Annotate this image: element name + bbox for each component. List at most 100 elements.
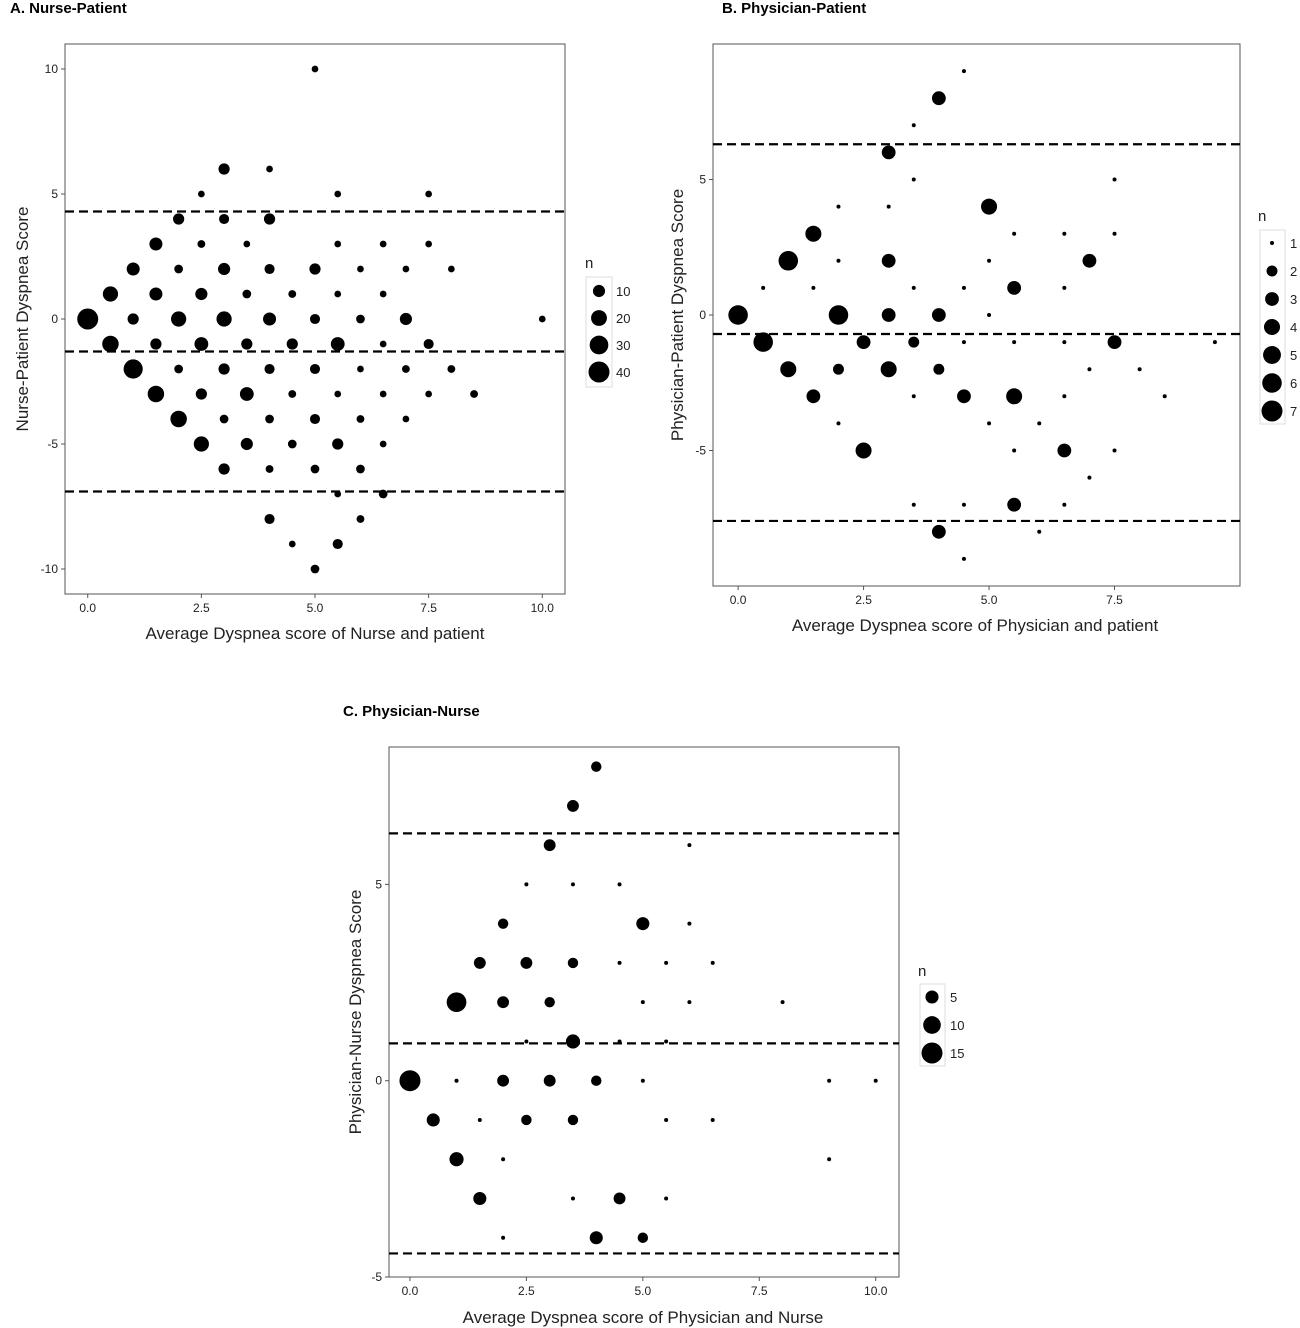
legend-key-circle bbox=[588, 361, 610, 383]
legend-key-circle bbox=[1263, 318, 1281, 336]
data-point bbox=[827, 1157, 832, 1162]
panel-b-ticks: 0.0 2.5 5.0 7.5 -5 0 5 bbox=[695, 173, 1123, 608]
panel-a-points bbox=[77, 65, 546, 574]
data-point bbox=[473, 1191, 487, 1206]
legend-key-label: 30 bbox=[616, 338, 630, 353]
data-point bbox=[356, 464, 365, 474]
data-point bbox=[617, 1039, 622, 1044]
data-point bbox=[309, 263, 321, 275]
panel-a-y-axis-label: Nurse-Patient Dyspnea Score bbox=[13, 207, 32, 432]
y-tick-label: -5 bbox=[695, 444, 706, 458]
data-point bbox=[855, 442, 872, 459]
data-point bbox=[538, 315, 546, 323]
data-point bbox=[637, 1232, 649, 1243]
data-point bbox=[1062, 231, 1067, 236]
legend-key-label: 2 bbox=[1290, 264, 1297, 279]
panel-b-legend-title: n bbox=[1258, 208, 1266, 225]
data-point bbox=[446, 992, 467, 1013]
data-point bbox=[501, 1235, 506, 1240]
data-point bbox=[198, 190, 205, 198]
panel-c-legend: n 5 10 15 bbox=[918, 963, 964, 1067]
data-point bbox=[265, 414, 274, 424]
data-point bbox=[1007, 497, 1022, 512]
data-point bbox=[1037, 421, 1042, 426]
data-point bbox=[426, 1113, 440, 1127]
data-point bbox=[127, 313, 139, 325]
panel-c-legend-title: n bbox=[918, 963, 926, 980]
data-point bbox=[332, 538, 343, 550]
data-point bbox=[881, 308, 896, 322]
data-point bbox=[243, 240, 251, 248]
data-point bbox=[664, 960, 669, 965]
data-point bbox=[263, 213, 276, 225]
data-point bbox=[1012, 231, 1017, 236]
data-point bbox=[473, 956, 486, 969]
data-point bbox=[170, 410, 187, 428]
data-point bbox=[219, 414, 229, 424]
data-point bbox=[264, 363, 275, 375]
data-point bbox=[195, 388, 207, 400]
data-point bbox=[1107, 335, 1122, 350]
panel-a-x-axis-label: Average Dyspnea score of Nurse and patie… bbox=[146, 624, 485, 643]
panel-b-plot-area bbox=[712, 43, 1241, 587]
data-point bbox=[961, 69, 966, 74]
y-tick-label: 0 bbox=[699, 308, 706, 322]
legend-key-circle bbox=[1261, 400, 1283, 422]
x-tick-label: 2.5 bbox=[193, 601, 210, 615]
data-point bbox=[931, 91, 946, 106]
data-point bbox=[1057, 443, 1072, 458]
data-point bbox=[497, 1074, 510, 1087]
panel-b-x-axis-label: Average Dyspnea score of Physician and p… bbox=[792, 616, 1159, 635]
data-point bbox=[886, 204, 891, 209]
data-point bbox=[449, 1152, 464, 1167]
data-point bbox=[356, 415, 365, 423]
data-point bbox=[710, 960, 715, 965]
data-point bbox=[520, 956, 533, 969]
data-point bbox=[334, 490, 342, 498]
data-point bbox=[761, 285, 766, 290]
data-point bbox=[193, 436, 209, 452]
data-point bbox=[778, 251, 799, 271]
data-point bbox=[286, 338, 298, 350]
data-point bbox=[957, 389, 971, 404]
data-point bbox=[591, 1075, 602, 1086]
legend-key-label: 3 bbox=[1290, 292, 1297, 307]
data-point bbox=[664, 1039, 669, 1044]
data-point bbox=[497, 918, 509, 929]
data-point bbox=[1007, 280, 1022, 295]
legend-key-circle bbox=[923, 1016, 941, 1034]
data-point bbox=[330, 337, 345, 351]
panel-c-reference-lines bbox=[389, 832, 899, 1255]
data-point bbox=[239, 387, 254, 401]
x-tick-label: 2.5 bbox=[855, 593, 872, 607]
data-point bbox=[497, 996, 510, 1009]
panel-c-points bbox=[399, 761, 878, 1245]
data-point bbox=[309, 313, 321, 325]
panel-c-plot-area bbox=[388, 746, 900, 1278]
data-point bbox=[287, 439, 297, 449]
x-tick-label: 5.0 bbox=[307, 601, 324, 615]
legend-key-label: 20 bbox=[616, 311, 630, 326]
data-point bbox=[911, 123, 916, 128]
data-point bbox=[1112, 448, 1117, 453]
data-point bbox=[836, 421, 841, 426]
y-tick-label: -5 bbox=[371, 1270, 382, 1284]
data-point bbox=[356, 314, 365, 324]
data-point bbox=[399, 1070, 421, 1092]
y-tick-label: 5 bbox=[51, 187, 58, 201]
data-point bbox=[1112, 177, 1117, 182]
panel-b-y-axis-label: Physician-Patient Dyspnea Score bbox=[668, 189, 687, 441]
data-point bbox=[197, 240, 206, 248]
data-point bbox=[728, 305, 748, 325]
data-point bbox=[379, 390, 387, 398]
legend-key-circle bbox=[591, 310, 607, 326]
data-point bbox=[1012, 340, 1017, 345]
data-point bbox=[911, 394, 916, 399]
data-point bbox=[334, 390, 342, 398]
legend-key-label: 6 bbox=[1290, 376, 1297, 391]
x-tick-label: 0.0 bbox=[402, 1284, 419, 1298]
data-point bbox=[402, 415, 410, 423]
data-point bbox=[447, 365, 456, 373]
data-point bbox=[126, 262, 140, 276]
data-point bbox=[987, 258, 992, 263]
